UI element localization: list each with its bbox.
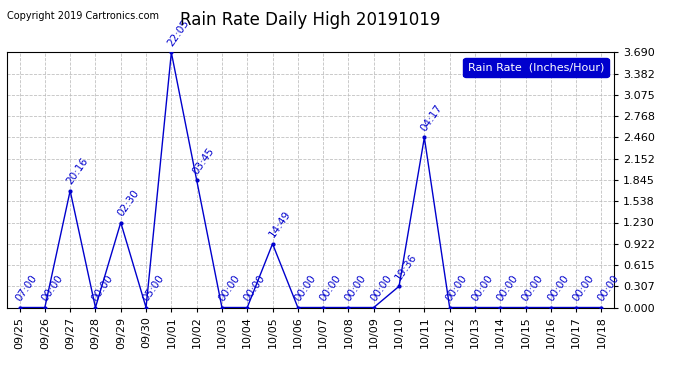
Text: Rain Rate Daily High 20191019: Rain Rate Daily High 20191019 [180,11,441,29]
Text: 22:05: 22:05 [166,18,191,48]
Text: 00:00: 00:00 [469,273,495,303]
Text: 00:00: 00:00 [596,273,621,303]
Text: Copyright 2019 Cartronics.com: Copyright 2019 Cartronics.com [7,11,159,21]
Text: 00:00: 00:00 [368,273,393,303]
Text: 07:00: 07:00 [14,273,39,303]
Text: 00:00: 00:00 [545,273,571,303]
Text: 00:00: 00:00 [520,273,545,303]
Legend: Rain Rate  (Inches/Hour): Rain Rate (Inches/Hour) [463,58,609,77]
Text: 00:00: 00:00 [241,273,267,303]
Text: 19:36: 19:36 [393,252,419,282]
Text: 00:00: 00:00 [343,273,368,303]
Text: 00:00: 00:00 [90,273,115,303]
Text: 05:00: 05:00 [141,273,166,303]
Text: 00:00: 00:00 [293,273,317,303]
Text: 20:16: 20:16 [65,156,90,186]
Text: 00:00: 00:00 [317,273,343,303]
Text: 03:45: 03:45 [191,146,217,176]
Text: 00:00: 00:00 [39,273,65,303]
Text: 00:00: 00:00 [444,273,469,303]
Text: 02:30: 02:30 [115,188,141,218]
Text: 00:00: 00:00 [571,273,596,303]
Text: 04:17: 04:17 [419,103,444,134]
Text: 00:00: 00:00 [217,273,241,303]
Text: 14:49: 14:49 [267,209,293,240]
Text: 00:00: 00:00 [495,273,520,303]
